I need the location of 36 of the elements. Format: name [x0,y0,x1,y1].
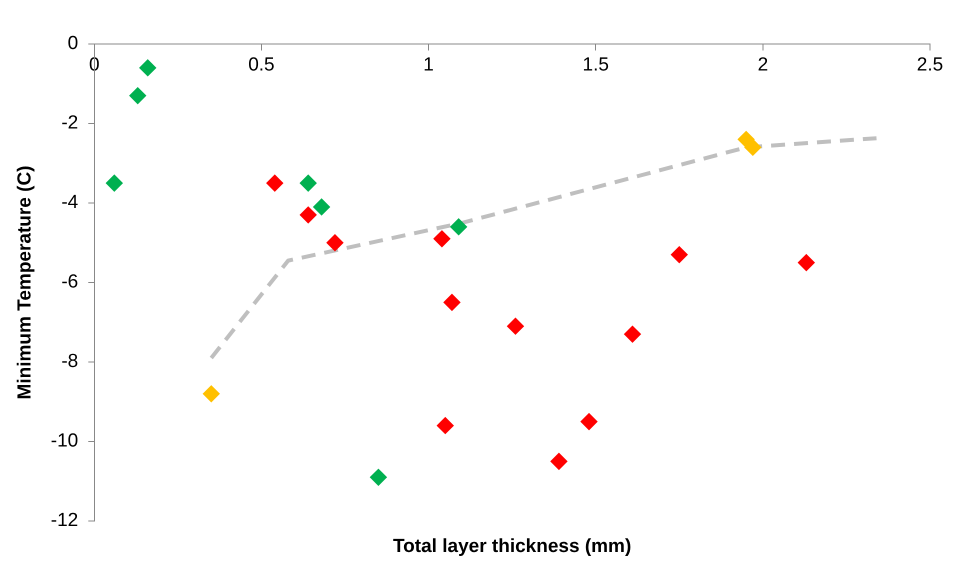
point [436,417,454,434]
point [443,294,460,311]
point [433,230,450,248]
x-axis-title: Total layer thickness (mm) [392,536,632,558]
x-tick-label: 1 [423,54,434,76]
y-axis-title: Minimum Temperature (C) [14,165,36,400]
point [744,138,762,156]
point [370,468,387,486]
x-tick-label: 1.5 [582,54,609,76]
point [550,452,568,470]
point [624,326,641,343]
y-tick-label: -8 [61,351,78,372]
point [300,174,317,192]
point [313,198,330,216]
point [139,59,156,76]
point [506,318,524,335]
x-tick-label: 2 [758,54,768,76]
x-tick-label: 0.5 [248,54,275,76]
point [326,234,344,252]
point [670,246,688,264]
point [300,206,317,224]
y-tick-label: -4 [61,192,79,214]
point [202,385,220,402]
point [580,413,598,430]
point [106,174,123,192]
y-tick-label: -2 [61,112,78,134]
x-tick-label: 2.5 [916,54,944,76]
y-tick-label: -6 [61,272,78,293]
y-tick-label: -10 [50,430,78,452]
y-tick-label: 0 [68,33,78,54]
x-tick-label: 0 [88,54,100,76]
point [266,174,284,192]
point [129,87,146,104]
y-tick-label: -12 [50,510,78,532]
point [450,218,468,236]
point [798,254,815,272]
